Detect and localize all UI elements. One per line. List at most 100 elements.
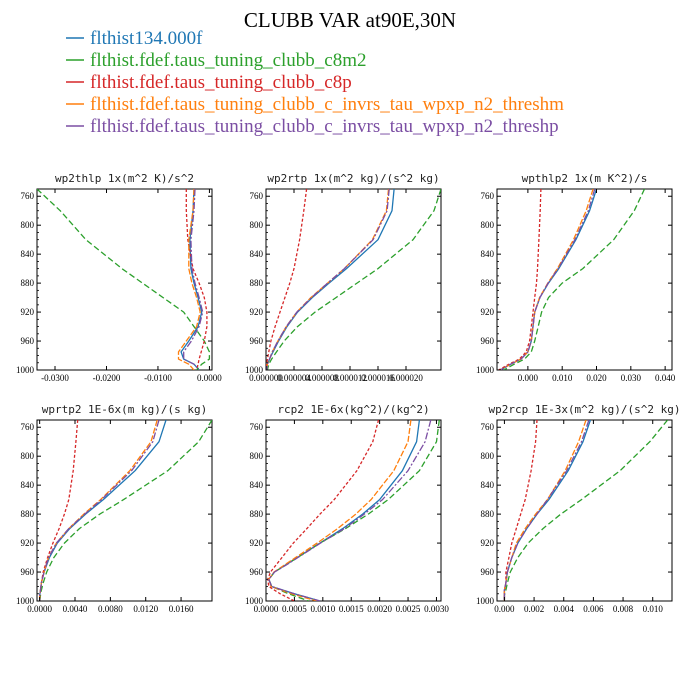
y-tick-label: 800 — [481, 220, 495, 230]
series-line — [503, 420, 587, 601]
plot-frame — [265, 188, 442, 371]
chart-panel: wp2rcp 1E-3x(m^2 kg)/(s^2 kg) 760 800 840 88… — [476, 403, 681, 614]
plot-frame — [496, 419, 673, 602]
y-tick-label: 1000 — [16, 365, 35, 375]
x-tick-label: 0.0160 — [169, 604, 194, 614]
panel-title: wp2rcp 1E-3x(m^2 kg)/(s^2 kg) — [488, 403, 680, 416]
panels: wp2thlp 1x(m^2 K)/s^2 760 800 840 880 920 960 1… — [16, 172, 681, 614]
y-tick-label: 1000 — [245, 365, 264, 375]
chart-panel: wp2thlp 1x(m^2 K)/s^2 760 800 840 880 920 960 1… — [16, 172, 222, 383]
series-line — [266, 189, 390, 370]
y-tick-label: 760 — [21, 191, 35, 201]
y-tick-label: 840 — [481, 480, 495, 490]
y-tick-label: 800 — [250, 451, 264, 461]
plot-frame — [265, 419, 442, 602]
series-line — [503, 189, 646, 370]
x-tick-label: 0.030 — [621, 373, 642, 383]
x-tick-label: 0.000 — [494, 604, 515, 614]
y-tick-label: 800 — [481, 451, 495, 461]
x-tick-label: 0.000020 — [389, 373, 423, 383]
x-tick-label: 0.0010 — [310, 604, 335, 614]
y-tick-label: 1000 — [245, 596, 264, 606]
y-tick-label: 840 — [481, 249, 495, 259]
series-line — [503, 420, 538, 601]
x-tick-label: 0.0120 — [133, 604, 158, 614]
y-tick-label: 760 — [21, 422, 35, 432]
x-tick-label: 0.0080 — [98, 604, 123, 614]
y-tick-label: 760 — [481, 422, 495, 432]
y-tick-label: 760 — [250, 422, 264, 432]
series-line — [185, 189, 208, 370]
y-tick-label: 1000 — [476, 365, 495, 375]
y-tick-label: 880 — [250, 278, 264, 288]
plot-frame — [36, 419, 213, 602]
series-line — [39, 420, 158, 601]
x-tick-label: 0.0040 — [63, 604, 88, 614]
chart-panel: wp2rtp 1x(m^2 kg)/(s^2 kg)760 800 840 880 92… — [245, 172, 442, 383]
y-tick-label: 920 — [21, 538, 35, 548]
y-tick-label: 960 — [250, 567, 264, 577]
y-tick-label: 800 — [21, 220, 35, 230]
series-line — [503, 420, 590, 601]
series-line — [37, 189, 211, 370]
legend-label: flthist.fdef.taus_tuning_clubb_c8m2 — [90, 50, 367, 71]
x-tick-label: 0.0000 — [197, 373, 222, 383]
y-tick-label: 960 — [481, 336, 495, 346]
series-line — [503, 420, 669, 601]
legend-label: flthist.fdef.taus_tuning_clubb_c_invrs_t… — [90, 94, 564, 115]
y-tick-label: 920 — [250, 307, 264, 317]
panel-title: wp2thlp 1x(m^2 K)/s^2 — [55, 172, 194, 185]
chart-panel: rcp2 1E-6x(kg^2)/(kg^2) 760 800 840 880 920 96… — [245, 403, 449, 614]
series-line — [268, 420, 421, 601]
x-tick-label: 0.000004 — [277, 373, 311, 383]
x-tick-label: 0.0000 — [27, 604, 52, 614]
y-tick-label: 880 — [481, 278, 495, 288]
y-tick-label: 880 — [250, 509, 264, 519]
x-tick-label: 0.0025 — [396, 604, 421, 614]
y-tick-label: 920 — [481, 307, 495, 317]
panel-title: wprtp2 1E-6x(m kg)/(s kg) — [42, 403, 208, 416]
series-line — [503, 420, 592, 601]
legend: flthist134.000fflthist.fdef.taus_tuning_… — [66, 28, 564, 137]
series-line — [39, 420, 79, 601]
y-tick-label: 880 — [21, 278, 35, 288]
y-tick-label: 1000 — [476, 596, 495, 606]
y-tick-label: 880 — [481, 509, 495, 519]
x-tick-label: 0.0005 — [282, 604, 307, 614]
plot-frame — [36, 188, 213, 371]
panel-title: wpthlp2 1x(m K^2)/s — [522, 172, 648, 185]
series-line — [500, 189, 598, 370]
figure-title: CLUBB VAR at90E,30N — [244, 8, 456, 32]
series-line — [180, 189, 203, 370]
x-tick-label: -0.0100 — [144, 373, 172, 383]
y-tick-label: 840 — [250, 480, 264, 490]
legend-label: flthist.fdef.taus_tuning_clubb_c_invrs_t… — [90, 116, 559, 137]
y-tick-label: 920 — [481, 538, 495, 548]
x-tick-label: 0.0030 — [424, 604, 449, 614]
y-tick-label: 840 — [21, 480, 35, 490]
x-tick-label: 0.002 — [524, 604, 544, 614]
panel-title: wp2rtp 1x(m^2 kg)/(s^2 kg) — [267, 172, 439, 185]
y-tick-label: 760 — [250, 191, 264, 201]
chart-panel: wpthlp2 1x(m K^2)/s 760 800 840 880 920 960 100… — [476, 172, 676, 383]
legend-label: flthist134.000f — [90, 28, 203, 49]
y-tick-label: 960 — [250, 336, 264, 346]
x-tick-label: 0.000012 — [333, 373, 367, 383]
x-tick-label: 0.020 — [586, 373, 607, 383]
series-line — [39, 420, 212, 601]
x-tick-label: 0.0000 — [254, 604, 279, 614]
x-tick-label: 0.000008 — [305, 373, 339, 383]
y-tick-label: 960 — [21, 336, 35, 346]
series-line — [500, 189, 594, 370]
series-line — [266, 189, 308, 370]
y-tick-label: 1000 — [16, 596, 35, 606]
y-tick-label: 800 — [21, 451, 35, 461]
series-line — [177, 189, 201, 370]
series-line — [39, 420, 160, 601]
x-tick-label: -0.0300 — [41, 373, 69, 383]
panel-title: rcp2 1E-6x(kg^2)/(kg^2) — [277, 403, 429, 416]
x-tick-label: 0.000000 — [249, 373, 283, 383]
series-line — [268, 420, 412, 601]
x-tick-label: 0.0020 — [367, 604, 392, 614]
x-tick-label: 0.010 — [643, 604, 664, 614]
